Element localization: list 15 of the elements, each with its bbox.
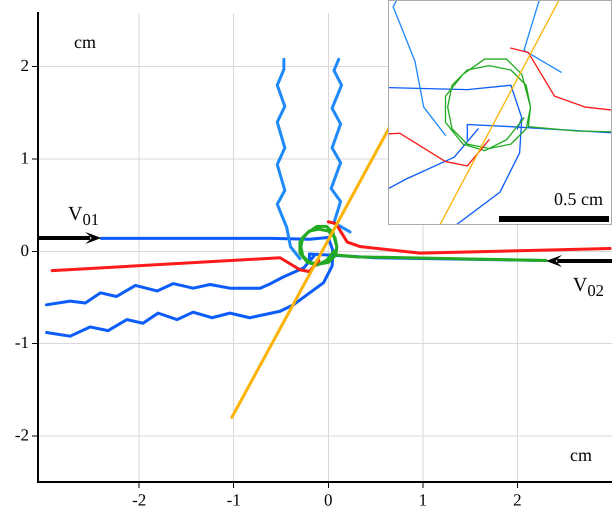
x-tick-label: 1 bbox=[418, 490, 428, 510]
annotation: V$_{02}$ bbox=[572, 274, 604, 300]
x-axis-title: cm bbox=[570, 445, 592, 465]
y-tick-label: 2 bbox=[20, 56, 29, 76]
annotation: V$_{01}$ bbox=[68, 203, 100, 230]
annotation: 0.5 cm bbox=[554, 189, 603, 209]
y-tick-label: 1 bbox=[20, 148, 29, 168]
y-tick-label: 0 bbox=[20, 240, 29, 260]
y-tick-label: -1 bbox=[14, 333, 29, 352]
x-tick-label: 2 bbox=[513, 490, 522, 510]
x-tick-label: -1 bbox=[226, 490, 241, 510]
x-tick-label: -2 bbox=[132, 490, 146, 510]
y-tick-label: -2 bbox=[14, 425, 29, 444]
y-axis-title: cm bbox=[74, 32, 96, 52]
x-tick-label: 0 bbox=[324, 490, 333, 510]
